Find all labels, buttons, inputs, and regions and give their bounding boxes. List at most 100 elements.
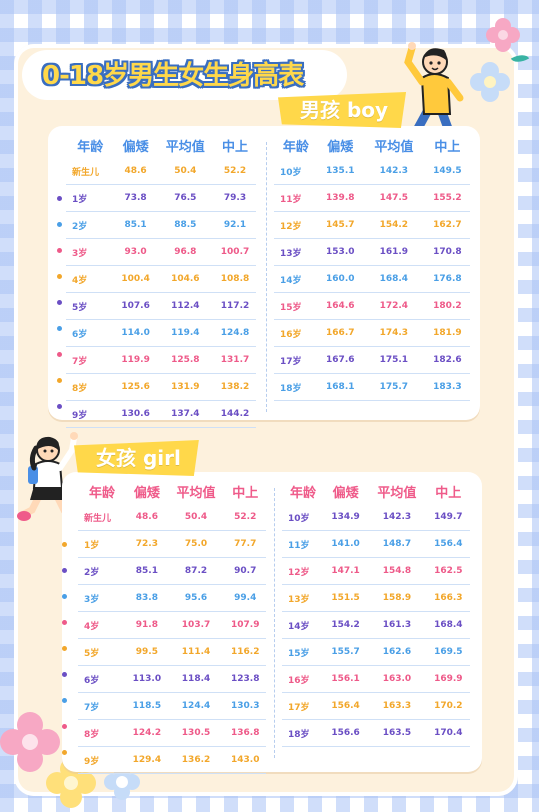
height-value-cell: 124.4 [167, 692, 225, 720]
height-value-cell: 162.5 [426, 557, 470, 585]
height-value-cell: 162.6 [367, 638, 427, 666]
height-value-cell: 73.8 [114, 184, 157, 212]
age-cell: 12岁 [282, 557, 324, 585]
row-bullet-dot [62, 542, 67, 547]
height-value-cell: 156.1 [323, 665, 368, 693]
height-value-cell: 139.8 [317, 184, 363, 212]
height-value-cell: 130.6 [114, 400, 157, 428]
height-value-cell: 153.0 [317, 238, 363, 266]
age-cell: 7岁 [66, 346, 115, 374]
age-cell: 5岁 [66, 292, 115, 320]
height-value-cell: 168.1 [317, 373, 363, 401]
table-row: 新生儿 48.6 50.4 52.2 [78, 504, 266, 531]
height-value-cell: 154.2 [323, 611, 368, 639]
height-value-cell: 154.8 [367, 557, 427, 585]
height-value-cell: 52.2 [224, 504, 266, 531]
height-value-cell: 142.3 [367, 504, 427, 531]
age-cell: 9岁 [66, 400, 115, 428]
height-value-cell: 107.6 [114, 292, 157, 320]
height-value-cell: 103.7 [167, 611, 225, 639]
height-value-cell: 77.7 [224, 530, 266, 558]
column-header: 平均值 [165, 139, 205, 155]
title-area: 0-18岁男生女生身高表 [14, 36, 354, 106]
table-row: 14岁 160.0 168.4 176.8 [274, 265, 470, 293]
age-cell: 10岁 [282, 504, 324, 531]
table-row: 18岁 168.1 175.7 183.3 [274, 373, 470, 401]
table-row: 15岁 155.7 162.6 169.5 [282, 638, 470, 666]
height-value-cell: 91.8 [126, 611, 168, 639]
height-value-cell: 136.2 [167, 746, 225, 774]
height-value-cell: 160.0 [317, 265, 363, 293]
table-row: 11岁 139.8 147.5 155.2 [274, 184, 470, 212]
age-cell: 2岁 [66, 211, 115, 239]
column-header: 偏矮 [327, 139, 354, 155]
height-value-cell: 48.6 [126, 504, 168, 531]
height-value-cell: 130.3 [224, 692, 266, 720]
height-value-cell: 148.7 [367, 530, 427, 558]
height-value-cell: 169.5 [426, 638, 470, 666]
column-header: 偏矮 [122, 139, 149, 155]
height-value-cell: 154.2 [362, 211, 425, 239]
age-cell: 9岁 [78, 746, 127, 774]
row-bullet-dot [57, 352, 62, 357]
table-row: 11岁 141.0 148.7 156.4 [282, 530, 470, 558]
height-value-cell: 149.5 [424, 158, 470, 185]
row-bullet-dot [62, 646, 67, 651]
height-value-cell: 116.2 [224, 638, 266, 666]
height-value-cell: 174.3 [362, 319, 425, 347]
height-value-cell: 125.6 [114, 373, 157, 401]
height-value-cell: 131.7 [214, 346, 256, 374]
row-bullet-dot [57, 196, 62, 201]
height-value-cell: 144.2 [214, 400, 256, 428]
age-cell: 新生儿 [66, 158, 115, 185]
table-row: 17岁 156.4 163.3 170.2 [282, 692, 470, 720]
height-value-cell: 124.8 [214, 319, 256, 347]
age-cell: 6岁 [66, 319, 115, 347]
height-value-cell: 163.3 [367, 692, 427, 720]
age-cell: 11岁 [282, 530, 324, 558]
age-cell: 4岁 [78, 611, 127, 639]
age-cell: 16岁 [282, 665, 324, 693]
height-value-cell: 100.7 [214, 238, 256, 266]
height-value-cell: 182.6 [424, 346, 470, 374]
height-value-cell: 125.8 [156, 346, 215, 374]
table-row: 10岁 135.1 142.3 149.5 [274, 158, 470, 185]
table-row: 1岁 72.3 75.0 77.7 [78, 530, 266, 558]
height-value-cell: 138.2 [214, 373, 256, 401]
height-value-cell: 129.4 [126, 746, 168, 774]
flower-decoration-blue-right [470, 62, 510, 102]
table-row: 12岁 145.7 154.2 162.7 [274, 211, 470, 239]
age-cell: 新生儿 [78, 504, 127, 531]
height-value-cell: 104.6 [156, 265, 215, 293]
column-header: 平均值 [374, 139, 414, 155]
height-value-cell: 52.2 [214, 158, 256, 185]
table-row: 16岁 166.7 174.3 181.9 [274, 319, 470, 347]
height-value-cell: 92.1 [214, 211, 256, 239]
table-row: 13岁 151.5 158.9 166.3 [282, 584, 470, 612]
height-value-cell: 118.5 [126, 692, 168, 720]
age-cell: 10岁 [274, 158, 318, 185]
height-value-cell: 164.6 [317, 292, 363, 320]
age-cell: 4岁 [66, 265, 115, 293]
row-bullet-dot [62, 698, 67, 703]
height-value-cell: 168.4 [362, 265, 425, 293]
table-row: 13岁 153.0 161.9 170.8 [274, 238, 470, 266]
height-value-cell: 108.8 [214, 265, 256, 293]
table-header-row: 年龄 偏矮 平均值 中上 [274, 132, 470, 158]
table-row: 14岁 154.2 161.3 168.4 [282, 611, 470, 639]
table-row: 8岁 124.2 130.5 136.8 [78, 719, 266, 747]
height-value-cell: 156.4 [426, 530, 470, 558]
column-header: 年龄 [89, 485, 116, 501]
table-header-row: 年龄 偏矮 平均值 中上 [282, 478, 470, 504]
age-cell: 7岁 [78, 692, 127, 720]
table-row: 18岁 156.6 163.5 170.4 [282, 719, 470, 747]
table-header-row: 年龄 偏矮 平均值 中上 [78, 478, 266, 504]
flower-decoration-top-right [486, 18, 520, 52]
flower-decoration-bottom-left-pink [0, 712, 60, 772]
column-header: 中上 [232, 485, 259, 501]
age-cell: 11岁 [274, 184, 318, 212]
title-cloud [22, 50, 347, 100]
age-cell: 12岁 [274, 211, 318, 239]
height-value-cell: 156.6 [323, 719, 368, 747]
girl-running-illustration [17, 432, 85, 521]
